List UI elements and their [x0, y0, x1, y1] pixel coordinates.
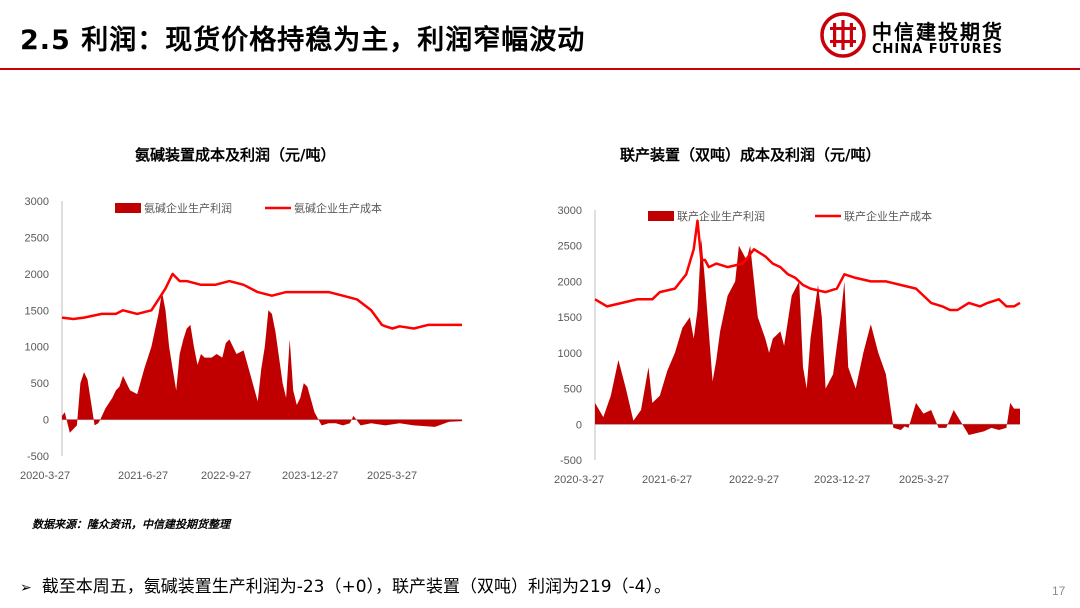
y-tick-label: 3000 [25, 196, 49, 208]
legend-label-profit: 联产企业生产利润 [677, 209, 765, 223]
legend-swatch-profit [648, 211, 674, 221]
y-tick-label: -500 [560, 455, 582, 467]
y-tick-label: 1500 [25, 305, 49, 317]
profit-area-series [62, 292, 462, 433]
y-tick-label: 2000 [558, 276, 582, 288]
page-number: 17 [1052, 584, 1066, 598]
arrow-bullet-icon: ➢ [20, 580, 32, 596]
y-tick-label: 2500 [25, 232, 49, 244]
legend-swatch-profit [115, 203, 141, 213]
company-logo: 中信建投期货 CHINA FUTURES [820, 12, 1070, 62]
x-tick-label: 2020-3-27 [554, 474, 604, 486]
y-tick-label: 500 [31, 378, 49, 390]
x-tick-label: 2021-6-27 [642, 474, 692, 486]
y-tick-label: 1000 [25, 342, 49, 354]
x-tick-label: 2022-9-27 [729, 474, 779, 486]
title-divider [0, 68, 1080, 70]
summary-text: 截至本周五，氨碱装置生产利润为-23（+0），联产装置（双吨）利润为219（-4… [41, 577, 671, 597]
profit-area-series [595, 238, 1020, 435]
x-tick-label: 2025-3-27 [899, 474, 949, 486]
summary-bullet: ➢ 截至本周五，氨碱装置生产利润为-23（+0），联产装置（双吨）利润为219（-… [20, 572, 671, 597]
x-tick-label: 2022-9-27 [201, 470, 251, 482]
logo-english-name: CHINA FUTURES [872, 42, 1003, 57]
logo-chinese-name: 中信建投期货 [872, 20, 1004, 44]
y-tick-label: 2500 [558, 241, 582, 253]
legend-label-profit: 氨碱企业生产利润 [144, 201, 232, 215]
cost-line-series [594, 219, 1021, 312]
chart-title-ammonia-soda: 氨碱装置成本及利润（元/吨） [135, 146, 336, 164]
page-title: 2.5 利润：现货价格持稳为主，利润窄幅波动 [20, 25, 586, 56]
y-tick-label: 500 [564, 384, 582, 396]
cost-line-series [61, 272, 462, 330]
chart-combined-soda: -500 0 500 1000 1500 2000 2500 3000 2020-3-27 202… [554, 205, 1021, 486]
y-tick-label: -500 [27, 451, 49, 463]
y-tick-label: 3000 [558, 205, 582, 217]
y-tick-label: 1500 [558, 312, 582, 324]
chart-title-combined-soda: 联产装置（双吨）成本及利润（元/吨） [620, 146, 881, 164]
x-tick-label: 2021-6-27 [118, 470, 168, 482]
y-tick-label: 0 [43, 415, 49, 427]
legend-label-cost: 联产企业生产成本 [844, 209, 932, 223]
data-source-note: 数据来源：隆众资讯，中信建投期货整理 [32, 518, 230, 531]
x-tick-label: 2025-3-27 [367, 470, 417, 482]
y-tick-label: 2000 [25, 269, 49, 281]
chart-ammonia-soda: -500 0 500 1000 1500 2000 2500 3000 2020-3-27 202… [20, 196, 462, 482]
y-tick-label: 1000 [558, 348, 582, 360]
y-tick-label: 0 [576, 419, 582, 431]
x-tick-label: 2023-12-27 [282, 470, 338, 482]
x-tick-label: 2020-3-27 [20, 470, 70, 482]
citic-logo-icon [820, 12, 866, 58]
x-tick-label: 2023-12-27 [814, 474, 870, 486]
legend-label-cost: 氨碱企业生产成本 [294, 201, 382, 215]
